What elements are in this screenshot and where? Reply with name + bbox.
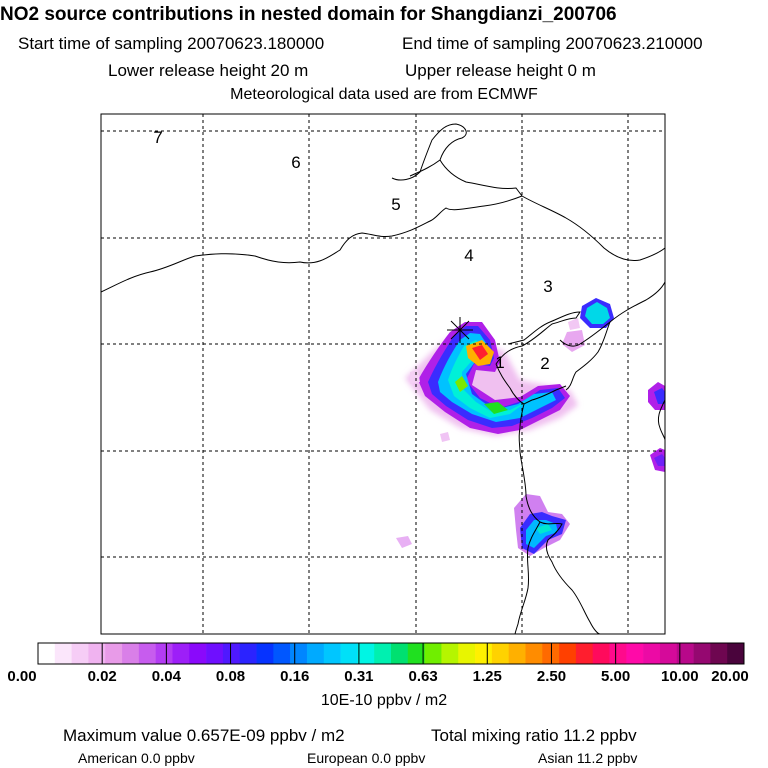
- colorbar-cell: [559, 643, 577, 664]
- sector-label-7: 7: [153, 128, 162, 147]
- colorbar-cell: [659, 643, 678, 664]
- colorbar-cell: [256, 643, 274, 664]
- total-mixing-ratio-label: Total mixing ratio 11.2 ppbv: [431, 726, 637, 745]
- colorbar-cell: [105, 643, 123, 664]
- colorbar-cell: [676, 643, 694, 664]
- colorbar-cell: [71, 643, 89, 664]
- colorbar-tick-label: 2.50: [536, 668, 567, 685]
- sector-label-1: 1: [495, 353, 504, 372]
- colorbar-cell: [340, 643, 358, 664]
- sector-label-4: 4: [464, 246, 473, 265]
- maximum-value-label: Maximum value 0.657E-09 ppbv / m2: [63, 726, 345, 745]
- colorbar-cell: [710, 643, 728, 664]
- colorbar-cell: [138, 643, 156, 664]
- colorbar-cell: [172, 643, 190, 664]
- colorbar-cell: [609, 643, 627, 664]
- release-site-marker: [447, 317, 473, 343]
- colorbar-cell: [407, 643, 425, 664]
- colorbar-cell: [323, 643, 341, 664]
- colorbar-tick-label: 0.31: [344, 668, 374, 685]
- met-data-label: Meteorological data used are from ECMWF: [230, 86, 538, 103]
- colorbar-tick-label: 0.02: [87, 668, 117, 685]
- sector-label-6: 6: [291, 153, 300, 172]
- colorbar-tick-label: 1.25: [472, 668, 502, 685]
- map-frame: [100, 113, 666, 635]
- colorbar-cell: [391, 643, 409, 664]
- colorbar-tick-label: 0.00: [7, 668, 37, 685]
- colorbar-cell: [222, 643, 241, 664]
- coastlines-and-borders: [100, 123, 666, 635]
- colorbar-cell: [525, 643, 543, 664]
- sector-label-2: 2: [540, 354, 549, 373]
- plot-title: NO2 source contributions in nested domai…: [0, 4, 617, 25]
- colorbar-cell: [475, 643, 493, 664]
- lower-release-label: Lower release height 20 m: [108, 61, 309, 80]
- end-time-label: End time of sampling 20070623.210000: [402, 34, 703, 53]
- colorbar-tick-label: 0.04: [151, 668, 181, 685]
- start-time-label: Start time of sampling 20070623.180000: [18, 34, 325, 53]
- european-contribution: European 0.0 ppbv: [307, 750, 426, 766]
- colorbar-cell: [592, 643, 610, 664]
- colorbar-cell: [206, 643, 224, 664]
- concentration-field: [396, 298, 665, 556]
- colorbar-tick-label: 5.00: [601, 668, 631, 685]
- colorbar-tick-label: 10.00: [661, 668, 699, 685]
- colorbar-cell: [491, 643, 509, 664]
- colorbar-tick-label: 0.16: [280, 668, 310, 685]
- colorbar-cell: [626, 643, 644, 664]
- colorbar-tick-label: 20.00: [711, 668, 749, 685]
- colorbar-cell: [441, 643, 459, 664]
- colorbar-cell: [508, 643, 526, 664]
- american-contribution: American 0.0 ppbv: [78, 750, 195, 766]
- graticule: [101, 114, 665, 634]
- upper-release-label: Upper release height 0 m: [405, 61, 596, 80]
- colorbar-tick-label: 0.63: [408, 668, 438, 685]
- colorbar-cell: [189, 643, 207, 664]
- asian-contribution: Asian 11.2 ppbv: [538, 750, 638, 766]
- colorbar-cell: [273, 643, 291, 664]
- colorbar-cell: [88, 643, 106, 664]
- colorbar-cell: [374, 643, 392, 664]
- colorbar-cell: [306, 643, 325, 664]
- colorbar-tick-label: 0.08: [215, 668, 246, 685]
- sector-label-3: 3: [543, 277, 552, 296]
- colorbar-cell: [575, 643, 594, 664]
- colorbar-cell: [727, 643, 745, 664]
- colorbar-cell: [357, 643, 375, 664]
- sector-label-5: 5: [391, 195, 400, 214]
- colorbar-unit: 10E-10 ppbv / m2: [320, 692, 448, 709]
- colorbar-cell: [693, 643, 711, 664]
- colorbar-cell: [458, 643, 476, 664]
- colorbar-cell: [155, 643, 173, 664]
- colorbar-cell: [290, 643, 308, 664]
- colorbar-cell: [38, 643, 56, 664]
- colorbar-cell: [643, 643, 661, 664]
- colorbar-cell: [54, 643, 72, 664]
- colorbar-cell: [239, 643, 257, 664]
- colorbar-cell: [424, 643, 442, 664]
- colorbar-cell: [122, 643, 140, 664]
- colorbar-cell: [542, 643, 560, 664]
